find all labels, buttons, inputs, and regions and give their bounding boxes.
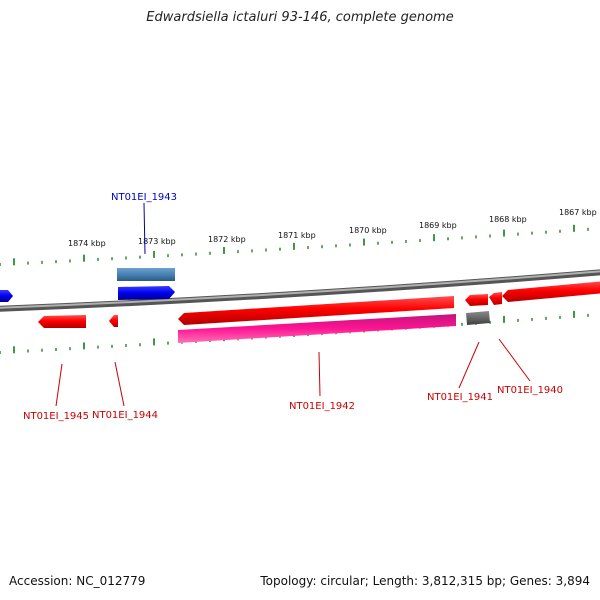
leader-line-nt01ei-1945 xyxy=(55,363,63,407)
gene-arrow-nt01ei-1942[interactable] xyxy=(178,296,454,325)
gene-arrow-small[interactable] xyxy=(489,292,502,305)
gene-other-nt01ei-1941[interactable] xyxy=(466,311,490,325)
gene-label-nt01ei-1944[interactable]: NT01EI_1944 xyxy=(92,410,158,421)
accession-text: Accession: NC_012779 xyxy=(9,574,146,588)
topology-text: Topology: circular; Length: 3,812,315 bp… xyxy=(260,574,590,588)
scale-label-1868: 1868 kbp xyxy=(489,215,527,224)
gene-arrow-nt01ei-1944[interactable] xyxy=(109,315,118,327)
gene-label-nt01ei-1941[interactable]: NT01EI_1941 xyxy=(427,392,493,403)
gene-rna-block[interactable] xyxy=(117,268,175,281)
scale-label-1873: 1873 kbp xyxy=(138,237,176,246)
gene-arrow-nt01ei-1940[interactable] xyxy=(502,281,600,302)
map-title: Edwardsiella ictaluri 93-146, complete g… xyxy=(146,10,454,25)
gene-arrow-nt01ei-1943[interactable] xyxy=(118,286,175,300)
scale-label-1867: 1867 kbp xyxy=(559,208,597,217)
leader-line-nt01ei-1944 xyxy=(114,361,125,407)
gene-arrow-forward-edge[interactable] xyxy=(0,290,13,302)
scale-ticks-upper xyxy=(0,224,589,266)
gene-arrow-nt01ei-1945[interactable] xyxy=(38,315,86,328)
gene-label-nt01ei-1940[interactable]: NT01EI_1940 xyxy=(497,385,563,396)
gene-label-nt01ei-1945[interactable]: NT01EI_1945 xyxy=(23,411,89,422)
leader-line-nt01ei-1941 xyxy=(458,341,480,389)
scale-label-1869: 1869 kbp xyxy=(419,221,457,230)
gene-label-nt01ei-1943[interactable]: NT01EI_1943 xyxy=(111,192,177,203)
scale-label-1870: 1870 kbp xyxy=(349,226,387,235)
leader-line-nt01ei-1940 xyxy=(498,338,531,382)
gene-arrow-nt01ei-1941[interactable] xyxy=(465,294,488,306)
gene-label-nt01ei-1942[interactable]: NT01EI_1942 xyxy=(289,401,355,412)
scale-label-1871: 1871 kbp xyxy=(278,231,316,240)
gene-pseudo-nt01ei-1942[interactable] xyxy=(178,314,456,343)
leader-line-nt01ei-1942 xyxy=(318,351,321,397)
scale-label-1872: 1872 kbp xyxy=(208,235,246,244)
leader-line-nt01ei-1943 xyxy=(143,202,146,255)
scale-label-1874: 1874 kbp xyxy=(68,239,106,248)
